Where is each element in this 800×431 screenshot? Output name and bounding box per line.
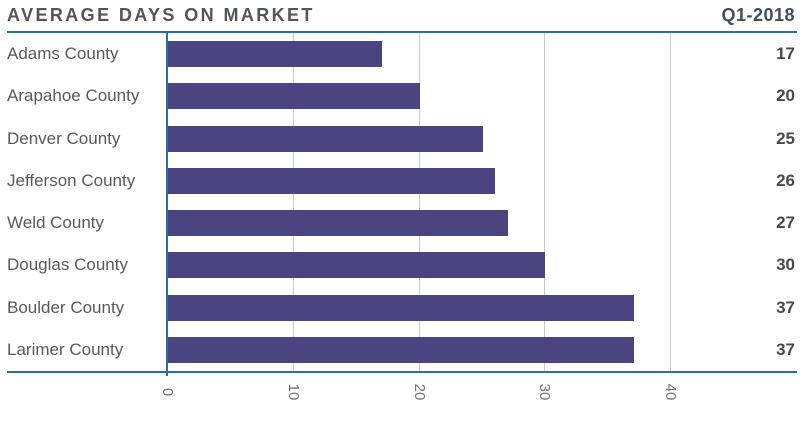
value-label: 27	[776, 213, 795, 233]
gridline	[670, 33, 672, 371]
value-label: 17	[776, 44, 795, 64]
value-label: 25	[776, 128, 795, 148]
x-tick-label: 10	[284, 383, 302, 401]
chart-row: Adams County 17	[7, 33, 797, 75]
bar	[168, 252, 546, 279]
x-tick-label: 0	[159, 387, 176, 397]
x-tick-label: 30	[536, 383, 554, 401]
bar	[168, 294, 634, 321]
bar	[168, 336, 634, 363]
chart-row: Larimer County 37	[7, 329, 797, 371]
chart-period-label: Q1-2018	[721, 5, 795, 25]
x-tick-label: 40	[662, 383, 680, 401]
chart-row: Weld County 27	[7, 202, 797, 244]
chart-row: Boulder County 37	[7, 287, 797, 329]
category-label: Boulder County	[7, 297, 125, 317]
value-label: 26	[776, 170, 795, 190]
y-axis-line	[166, 33, 168, 376]
category-label: Adams County	[7, 44, 119, 64]
category-label: Arapahoe County	[7, 86, 140, 106]
gridline	[292, 33, 294, 371]
value-label: 30	[776, 255, 795, 275]
value-label: 37	[776, 339, 795, 359]
value-label: 37	[776, 297, 795, 317]
bar	[168, 83, 420, 110]
gridline	[418, 33, 420, 371]
category-label: Douglas County	[7, 255, 128, 275]
category-label: Weld County	[7, 213, 105, 233]
x-tick-label: 20	[410, 383, 428, 401]
category-label: Larimer County	[7, 339, 124, 359]
chart-rows: Adams County 17 Arapahoe County 20 Denver Co…	[7, 33, 797, 371]
bar	[168, 125, 483, 152]
bar	[168, 167, 496, 194]
category-label: Denver County	[7, 128, 121, 148]
category-label: Jefferson County	[7, 170, 136, 190]
x-axis-tick-labels: 0 10 20 30 40	[7, 375, 797, 427]
bar	[168, 210, 508, 237]
value-label: 20	[776, 86, 795, 106]
chart-row: Jefferson County 26	[7, 160, 797, 202]
chart-title: AVERAGE DAYS ON MARKET	[7, 5, 315, 25]
chart-row: Arapahoe County 20	[7, 75, 797, 117]
chart-row: Denver County 25	[7, 118, 797, 160]
bar	[168, 41, 382, 68]
chart-row: Douglas County 30	[7, 244, 797, 286]
gridline	[544, 33, 546, 371]
plot-area: Adams County 17 Arapahoe County 20 Denver Co…	[7, 31, 797, 376]
